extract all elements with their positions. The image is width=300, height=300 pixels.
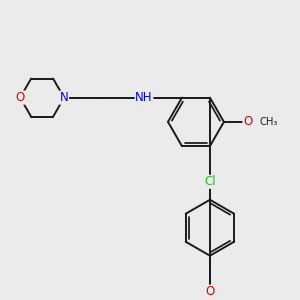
Text: N: N (60, 91, 68, 104)
Text: Cl: Cl (204, 175, 216, 188)
Text: CH₃: CH₃ (260, 117, 278, 127)
Text: NH: NH (135, 91, 153, 104)
Text: O: O (243, 116, 253, 128)
Text: O: O (205, 285, 214, 298)
Text: O: O (16, 91, 25, 104)
